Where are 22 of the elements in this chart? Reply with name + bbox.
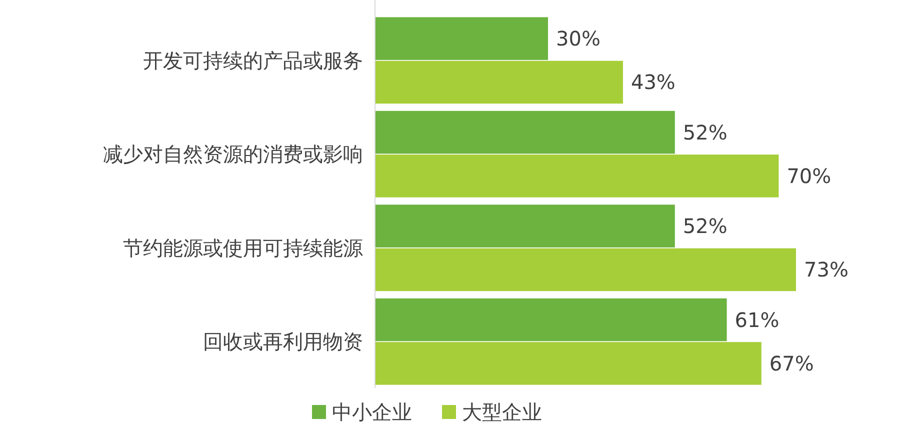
y-tick-label: 节约能源或使用可持续能源 bbox=[123, 236, 363, 260]
bar bbox=[375, 248, 796, 292]
y-tick-label: 减少对自然资源的消费或影响 bbox=[103, 142, 363, 166]
bar bbox=[375, 204, 675, 248]
data-label: 61% bbox=[734, 308, 780, 332]
bar bbox=[375, 60, 623, 104]
data-label: 43% bbox=[630, 70, 676, 94]
bar bbox=[375, 342, 762, 385]
legend-label: 中小企业 bbox=[332, 400, 412, 424]
legend-label: 大型企业 bbox=[462, 400, 542, 424]
data-label: 52% bbox=[682, 120, 728, 144]
y-tick-label: 开发可持续的产品或服务 bbox=[143, 48, 363, 72]
data-label: 67% bbox=[769, 351, 814, 376]
data-label: 70% bbox=[786, 164, 832, 188]
y-tick-label: 回收或再利用物资 bbox=[203, 330, 363, 354]
data-label: 52% bbox=[682, 214, 728, 238]
bar bbox=[375, 298, 727, 342]
bar bbox=[375, 17, 548, 60]
data-label: 73% bbox=[804, 258, 848, 282]
data-label: 30% bbox=[556, 26, 600, 51]
bar bbox=[375, 154, 779, 198]
bar bbox=[375, 110, 675, 154]
